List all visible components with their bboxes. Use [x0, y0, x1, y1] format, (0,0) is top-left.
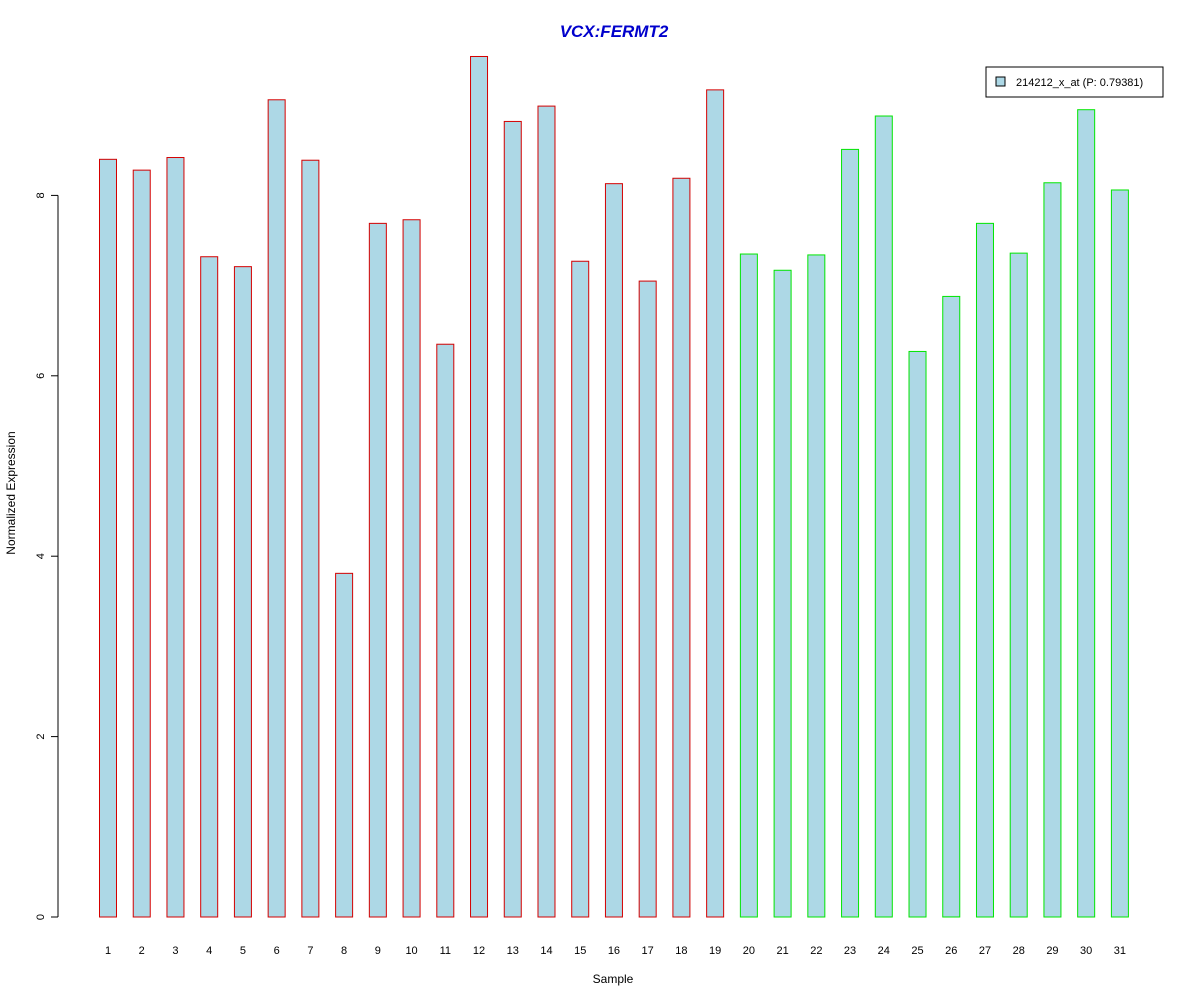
x-tick-label: 20	[743, 945, 755, 957]
x-tick-label: 19	[709, 945, 721, 957]
legend-label: 214212_x_at (P: 0.79381)	[1016, 77, 1143, 89]
bar-sample-2	[132, 169, 151, 918]
x-tick-label: 9	[375, 945, 381, 957]
y-tick-label: 6	[35, 373, 47, 379]
bar-sample-5	[233, 266, 252, 918]
bar-sample-13	[503, 120, 522, 918]
legend-box	[985, 66, 1164, 98]
bar-sample-16	[604, 183, 623, 918]
x-tick-label: 26	[945, 945, 957, 957]
x-tick-label: 17	[642, 945, 654, 957]
chart-title: VCX:FERMT2	[560, 22, 669, 41]
x-tick-label: 18	[675, 945, 687, 957]
bar-sample-23	[841, 148, 860, 918]
bar-sample-11	[436, 343, 455, 918]
bar-sample-30	[1077, 109, 1096, 918]
y-axis: 0 2 4 6 8	[35, 192, 59, 920]
bar-sample-3	[166, 157, 185, 918]
x-tick-label: 30	[1080, 945, 1092, 957]
x-tick-label: 12	[473, 945, 485, 957]
y-tick-label: 4	[35, 553, 47, 559]
bar-sample-19	[706, 89, 725, 918]
x-axis-label: Sample	[593, 972, 634, 986]
bar-sample-8	[335, 572, 354, 918]
bar-sample-1	[99, 158, 117, 918]
bar-sample-24	[874, 115, 893, 918]
x-tick-label: 13	[507, 945, 519, 957]
x-tick-label: 25	[911, 945, 923, 957]
y-tick-label: 8	[35, 192, 47, 198]
x-tick-label: 4	[206, 945, 212, 957]
x-tick-label: 28	[1013, 945, 1025, 957]
bar-sample-14	[537, 105, 556, 918]
bars-group	[99, 55, 1129, 918]
bar-sample-20	[739, 253, 758, 918]
legend: 214212_x_at (P: 0.79381)	[985, 66, 1164, 98]
bar-sample-21	[773, 269, 792, 918]
legend-swatch	[995, 76, 1006, 87]
x-tick-label: 14	[540, 945, 552, 957]
x-tick-label: 5	[240, 945, 246, 957]
x-tick-label: 27	[979, 945, 991, 957]
x-tick-label: 31	[1114, 945, 1126, 957]
bar-sample-29	[1043, 182, 1062, 918]
bar-sample-28	[1009, 252, 1028, 918]
x-tick-label: 16	[608, 945, 620, 957]
x-tick-label: 29	[1046, 945, 1058, 957]
x-tick-label: 2	[139, 945, 145, 957]
x-tick-label: 8	[341, 945, 347, 957]
bar-sample-6	[267, 99, 286, 918]
x-tick-label: 21	[776, 945, 788, 957]
x-tick-label: 22	[810, 945, 822, 957]
x-tick-label: 7	[307, 945, 313, 957]
bar-sample-10	[402, 219, 421, 918]
bar-sample-7	[301, 159, 320, 918]
bar-sample-12	[470, 55, 489, 918]
x-tick-label: 10	[405, 945, 417, 957]
y-tick-label: 2	[35, 734, 47, 740]
x-tick-label: 23	[844, 945, 856, 957]
bar-sample-4	[200, 256, 219, 918]
x-axis: 1 2 3 4 5 6 7 8 9 10 11 12 13 14 15 16 17 18 19 20 21 22 23 24 2…	[105, 945, 1126, 957]
bar-sample-26	[942, 295, 961, 918]
bar-sample-31	[1110, 189, 1129, 918]
bar-sample-27	[975, 222, 994, 918]
x-tick-label: 6	[274, 945, 280, 957]
bar-sample-15	[571, 260, 590, 918]
x-tick-label: 3	[172, 945, 178, 957]
x-tick-label: 15	[574, 945, 586, 957]
x-tick-label: 1	[105, 945, 111, 957]
bar-sample-18	[672, 177, 691, 918]
y-axis-label: Normalized Expression	[4, 431, 18, 554]
x-tick-label: 11	[440, 945, 451, 957]
bar-sample-9	[368, 222, 387, 918]
bar-sample-25	[908, 350, 927, 918]
y-tick-label: 0	[35, 914, 47, 920]
bar-sample-22	[807, 254, 826, 918]
bar-sample-17	[638, 280, 657, 918]
x-tick-label: 24	[878, 945, 890, 957]
